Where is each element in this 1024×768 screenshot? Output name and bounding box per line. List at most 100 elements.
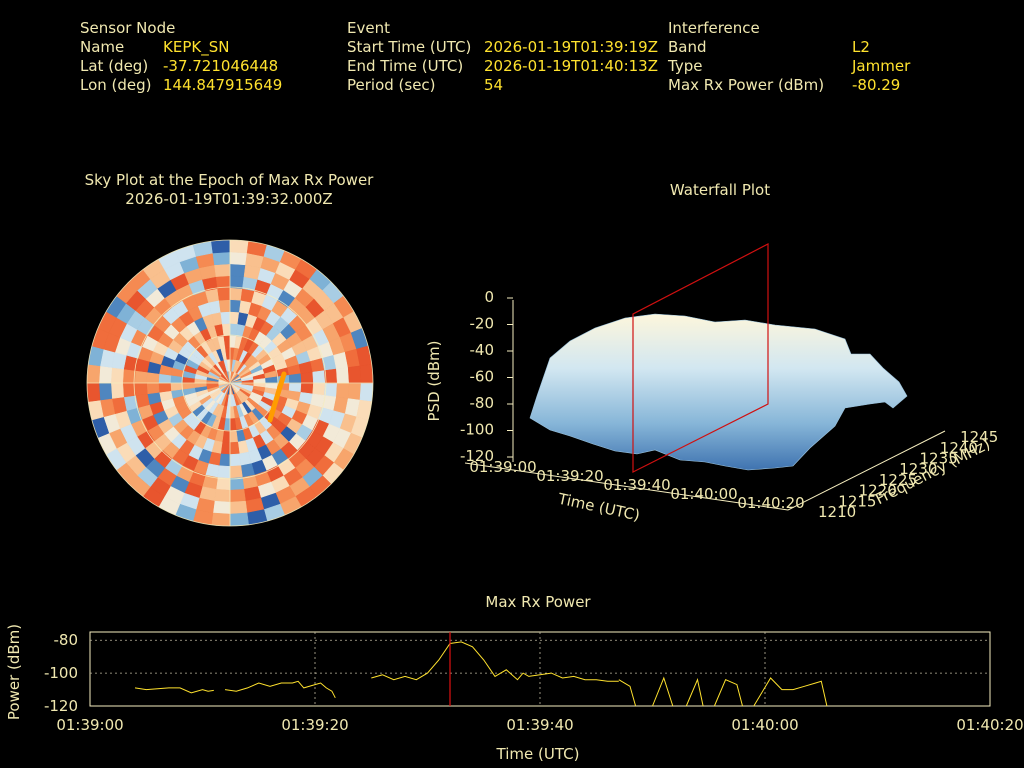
sky-cell <box>359 364 373 384</box>
interference-heading: Interference <box>668 19 760 37</box>
sky-cell <box>215 477 231 491</box>
event-heading: Event <box>347 19 390 37</box>
sky-cell <box>347 365 362 384</box>
power-chart-x-tick-label: 01:39:40 <box>506 716 573 734</box>
sky-cell <box>229 287 243 301</box>
sky-cell <box>336 382 350 399</box>
sky-cell <box>300 371 314 384</box>
sky-cell <box>98 365 113 384</box>
power-chart-x-ticks: 01:39:00 01:39:20 01:39:40 01:40:00 01:40:20 <box>56 716 1023 734</box>
power-series-line <box>713 679 743 707</box>
sky-cell <box>312 382 326 396</box>
sky-cell <box>359 382 373 402</box>
power-series-line <box>753 677 828 707</box>
sky-cell <box>229 299 242 313</box>
sky-plot-track <box>267 371 287 423</box>
power-chart-xlabel: Time (UTC) <box>496 745 580 763</box>
power-chart-ylabel: Power (dBm) <box>5 624 23 720</box>
waterfall-time-marker <box>632 243 769 473</box>
waterfall-z-tick-label: -40 <box>470 341 495 359</box>
sky-cell <box>221 323 231 337</box>
power-series-line <box>652 676 674 707</box>
sky-cell <box>87 382 101 402</box>
sky-cell <box>146 382 160 395</box>
event-period-label: Period (sec) <box>347 76 436 94</box>
sky-cell <box>146 371 160 384</box>
waterfall-time-tick-label: 01:39:00 <box>469 458 536 476</box>
sky-cell <box>218 453 231 467</box>
power-chart-x-tick-label: 01:39:20 <box>281 716 348 734</box>
sky-cell <box>122 368 136 384</box>
sky-cell <box>217 287 231 301</box>
sky-cell <box>336 367 350 384</box>
sky-cell <box>229 429 239 443</box>
sky-cell <box>98 382 113 401</box>
sky-cell <box>229 465 243 479</box>
event-start-label: Start Time (UTC) <box>347 38 472 56</box>
sky-cell <box>134 382 148 396</box>
sky-cell <box>229 251 248 266</box>
waterfall-time-tick-label: 01:40:00 <box>670 485 737 503</box>
sky-cell <box>300 382 314 395</box>
waterfall-freq-tick-label: 1210 <box>818 503 856 521</box>
sky-plot <box>86 239 374 527</box>
sky-cell <box>211 512 231 526</box>
interference-type-value: Jammer <box>852 57 911 75</box>
sensor-name-value: KEPK_SN <box>163 38 230 56</box>
event-end-label: End Time (UTC) <box>347 57 464 75</box>
sky-cell <box>215 275 231 289</box>
sky-cell <box>229 453 242 467</box>
event-start-value: 2026-01-19T01:39:19Z <box>484 38 658 56</box>
waterfall-z-ticks: 0 -20 -40 -60 -80 -100 -120 <box>460 288 513 465</box>
power-chart-x-tick-label: 01:39:00 <box>56 716 123 734</box>
waterfall-freq-tick-label: 1225 <box>879 471 917 489</box>
event-period-value: 54 <box>484 76 504 94</box>
waterfall-surface <box>529 313 908 471</box>
power-chart-y-tick-label: -100 <box>44 664 78 682</box>
sky-cell <box>214 489 231 503</box>
sensor-lon-label: Lon (deg) <box>80 76 152 94</box>
power-series-line <box>685 678 704 707</box>
sensor-lon-value: 144.847915649 <box>163 76 283 94</box>
waterfall-z-tick-label: 0 <box>484 288 494 306</box>
waterfall-plot: 0-20-40-60-80-100-120 01:39:00 01:39:20 01… <box>425 243 998 525</box>
interference-maxpower-value: -80.29 <box>852 76 901 94</box>
sky-cell <box>170 382 184 392</box>
sky-cell <box>288 373 302 384</box>
sky-cell <box>229 263 246 277</box>
sky-cell <box>158 382 172 393</box>
sky-plot-grid <box>86 239 374 527</box>
waterfall-freq-tick-label: 1230 <box>899 460 937 478</box>
sky-cell <box>214 263 231 277</box>
interference-type-label: Type <box>668 57 703 75</box>
sky-cell <box>229 477 245 491</box>
waterfall-freq-tick-label: 1220 <box>859 482 897 500</box>
waterfall-time-ticks: 01:39:00 01:39:20 01:39:40 01:40:00 01:40:20 <box>469 458 804 512</box>
interference-band-value: L2 <box>852 38 870 56</box>
power-series-line <box>134 687 214 694</box>
waterfall-z-label: PSD (dBm) <box>425 340 443 421</box>
waterfall-z-tick-label: -120 <box>460 447 494 465</box>
sky-cell <box>211 240 231 254</box>
sky-cell <box>324 382 338 398</box>
sky-cell <box>347 382 362 401</box>
sky-plot-title: Sky Plot at the Epoch of Max Rx Power <box>84 171 374 189</box>
power-chart-y-ticks: -80 -100 -120 <box>44 631 78 715</box>
waterfall-freq-tick-label: 1240 <box>940 439 978 457</box>
waterfall-freq-tick-label: 1235 <box>920 450 958 468</box>
power-chart-y-tick-label: -80 <box>54 631 79 649</box>
waterfall-time-label: Time (UTC) <box>556 489 642 524</box>
sky-cell <box>87 364 101 384</box>
waterfall-title: Waterfall Plot <box>669 181 771 199</box>
sky-cell <box>229 275 245 289</box>
sky-cell <box>218 299 231 313</box>
sky-cell <box>229 512 249 526</box>
sky-cell <box>212 251 231 266</box>
sky-cell <box>220 311 231 325</box>
power-chart-grid <box>90 632 990 706</box>
interference-band-label: Band <box>668 38 707 56</box>
power-chart: -80 -100 -120 01:39:00 01:39:20 01:39:40 01:4… <box>5 624 1024 763</box>
power-series-line <box>224 680 336 699</box>
waterfall-z-tick-label: -20 <box>470 315 495 333</box>
waterfall-time-tick-label: 01:39:20 <box>536 467 603 485</box>
